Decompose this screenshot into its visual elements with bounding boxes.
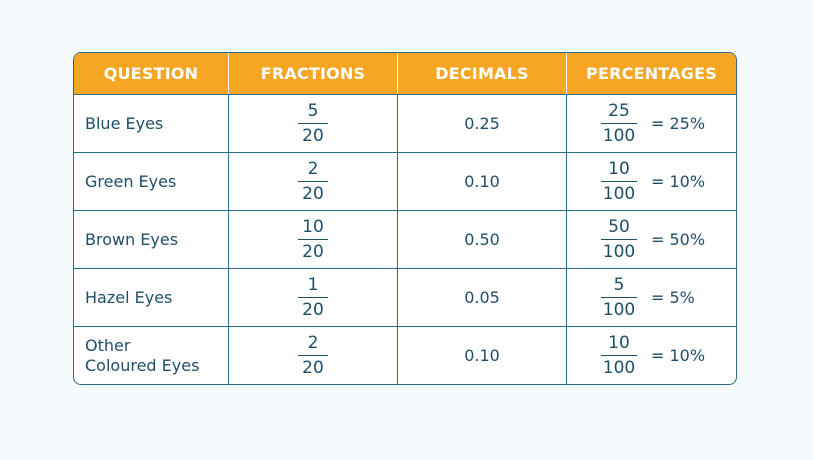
fraction-bar [601,296,637,299]
percentage-denominator: 100 [602,358,636,379]
fraction-cell: 10 20 [228,211,397,268]
decimal-cell: 0.05 [397,269,566,326]
decimal-value: 0.05 [464,288,500,307]
table-row: Hazel Eyes 1 20 0.05 5 100 = 5% [74,268,736,326]
percentage-denominator: 100 [602,126,636,147]
question-cell: Other Coloured Eyes [74,327,228,384]
fraction-bar [298,238,328,241]
fraction: 2 20 [298,332,328,379]
percentage-numerator: 25 [608,100,630,121]
fraction-numerator: 10 [302,216,324,237]
fraction: 2 20 [298,158,328,205]
percentage-cell: 25 100 = 25% [566,95,736,152]
fraction-bar [601,354,637,357]
question-label: Green Eyes [85,171,177,191]
decimal-value: 0.50 [464,230,500,249]
percentage-fraction: 10 100 [601,158,637,205]
header-question: QUESTION [103,64,199,83]
fraction-denominator: 20 [302,242,324,263]
percentage-fraction: 10 100 [601,332,637,379]
eye-colour-table: QUESTION FRACTIONS DECIMALS PERCENTAGES … [73,52,737,385]
fraction-cell: 1 20 [228,269,397,326]
decimal-value: 0.10 [464,172,500,191]
percentage-numerator: 5 [613,274,625,295]
percentage-numerator: 50 [608,216,630,237]
header-decimals: DECIMALS [397,53,566,94]
percentage-value: = 10% [651,172,706,191]
fraction-denominator: 20 [302,300,324,321]
fraction-denominator: 20 [302,126,324,147]
fraction-numerator: 2 [307,332,319,353]
fraction-bar [298,296,328,299]
fraction-numerator: 5 [307,100,319,121]
fraction-bar [298,180,328,183]
percentage-numerator: 10 [608,332,630,353]
percentage-fraction: 50 100 [601,216,637,263]
percentage-cell: 10 100 = 10% [566,327,736,384]
fraction: 10 20 [298,216,328,263]
question-cell: Green Eyes [74,153,228,210]
percentage-value: = 50% [651,230,706,249]
fraction-bar [601,180,637,183]
fraction-bar [298,354,328,357]
table-row: Other Coloured Eyes 2 20 0.10 10 100 = 1… [74,326,736,384]
question-cell: Brown Eyes [74,211,228,268]
fraction-denominator: 20 [302,184,324,205]
decimal-cell: 0.25 [397,95,566,152]
question-label: Other Coloured Eyes [85,335,200,375]
question-cell: Blue Eyes [74,95,228,152]
percentage-value: = 25% [651,114,706,133]
percentage-numerator: 10 [608,158,630,179]
table-row: Blue Eyes 5 20 0.25 25 100 = 25% [74,94,736,152]
percentage-denominator: 100 [602,300,636,321]
percentage-cell: 50 100 = 50% [566,211,736,268]
decimal-value: 0.25 [464,114,500,133]
percentage-denominator: 100 [602,184,636,205]
question-label: Hazel Eyes [85,287,173,307]
table-row: Brown Eyes 10 20 0.50 50 100 = 50% [74,210,736,268]
fraction-cell: 5 20 [228,95,397,152]
fraction-cell: 2 20 [228,153,397,210]
fraction: 1 20 [298,274,328,321]
fraction-bar [601,238,637,241]
fraction-denominator: 20 [302,358,324,379]
header-percentages: PERCENTAGES [566,53,736,94]
percentage-value: = 5% [651,288,695,307]
fraction-numerator: 1 [307,274,319,295]
decimal-cell: 0.10 [397,153,566,210]
percentage-cell: 5 100 = 5% [566,269,736,326]
fraction-cell: 2 20 [228,327,397,384]
table-row: Green Eyes 2 20 0.10 10 100 = 10% [74,152,736,210]
question-label: Brown Eyes [85,229,179,249]
decimal-value: 0.10 [464,346,500,365]
header-fractions: FRACTIONS [228,53,397,94]
decimal-cell: 0.10 [397,327,566,384]
fraction-numerator: 2 [307,158,319,179]
decimal-cell: 0.50 [397,211,566,268]
percentage-fraction: 25 100 [601,100,637,147]
table-header-row: QUESTION FRACTIONS DECIMALS PERCENTAGES [74,53,736,94]
fraction: 5 20 [298,100,328,147]
percentage-denominator: 100 [602,242,636,263]
fraction-bar [601,122,637,125]
fraction-bar [298,122,328,125]
percentage-fraction: 5 100 [601,274,637,321]
question-cell: Hazel Eyes [74,269,228,326]
question-label: Blue Eyes [85,113,164,133]
percentage-value: = 10% [651,346,706,365]
percentage-cell: 10 100 = 10% [566,153,736,210]
